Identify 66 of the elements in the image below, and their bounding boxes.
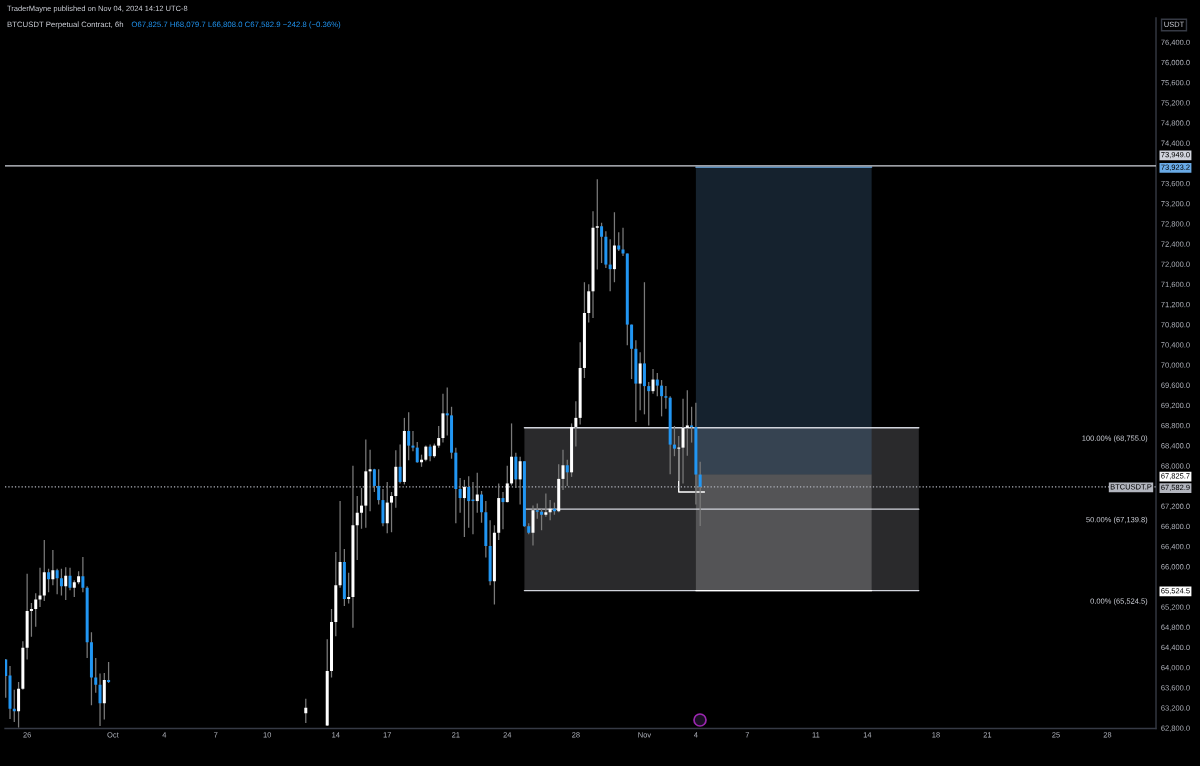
candlestick bbox=[458, 477, 462, 514]
candlestick bbox=[565, 459, 569, 487]
candlestick bbox=[51, 549, 55, 586]
candlestick bbox=[64, 566, 68, 601]
candlestick bbox=[480, 490, 484, 524]
candlestick bbox=[355, 495, 359, 561]
candlestick bbox=[47, 568, 51, 593]
candlestick bbox=[107, 661, 111, 684]
candlestick bbox=[55, 568, 59, 595]
candlestick bbox=[612, 211, 616, 283]
candlestick bbox=[540, 508, 544, 531]
candlestick bbox=[38, 567, 42, 608]
candlestick bbox=[600, 222, 604, 264]
candlestick bbox=[368, 449, 372, 512]
candlestick bbox=[381, 488, 385, 527]
candlestick bbox=[17, 681, 21, 729]
candlestick bbox=[664, 385, 668, 410]
candlestick bbox=[587, 283, 591, 324]
candlestick bbox=[467, 475, 471, 529]
candlestick bbox=[655, 372, 659, 397]
candlestick bbox=[330, 608, 334, 679]
candlestick bbox=[642, 281, 646, 415]
candlestick bbox=[672, 425, 676, 457]
candlestick bbox=[98, 672, 102, 727]
candlestick bbox=[690, 406, 694, 444]
candlestick bbox=[338, 500, 342, 589]
candlestick bbox=[398, 443, 402, 485]
candlestick bbox=[595, 178, 599, 271]
candlestick bbox=[347, 572, 351, 605]
candlestick bbox=[698, 461, 702, 527]
candlestick bbox=[42, 539, 46, 602]
candlestick bbox=[561, 449, 565, 491]
candlestick bbox=[390, 491, 394, 533]
candlestick bbox=[621, 227, 625, 257]
candlestick bbox=[501, 491, 505, 530]
candlestick bbox=[475, 472, 479, 514]
candlestick bbox=[385, 481, 389, 534]
candlestick bbox=[68, 567, 72, 591]
candlestick bbox=[514, 452, 518, 489]
candlestick bbox=[81, 556, 85, 593]
candlestick bbox=[518, 456, 522, 506]
candlestick bbox=[505, 465, 509, 504]
candlestick bbox=[647, 381, 651, 427]
candlestick bbox=[681, 398, 685, 485]
candlestick bbox=[59, 568, 63, 597]
candlestick bbox=[437, 425, 441, 449]
candlestick bbox=[651, 368, 655, 395]
candlestick bbox=[411, 430, 415, 452]
candlestick bbox=[102, 672, 106, 721]
candlestick bbox=[407, 411, 411, 461]
candlestick bbox=[34, 592, 38, 628]
candlestick bbox=[531, 504, 535, 547]
candlestick bbox=[617, 231, 621, 252]
candlestick bbox=[685, 389, 689, 457]
candlestick bbox=[5, 658, 8, 699]
candlestick bbox=[94, 657, 98, 694]
candlestick bbox=[445, 386, 449, 437]
candlestick bbox=[29, 602, 33, 638]
candlestick bbox=[574, 400, 578, 448]
candlestick bbox=[415, 441, 419, 464]
candlestick bbox=[660, 379, 664, 417]
candlestick bbox=[377, 468, 381, 506]
candlestick bbox=[544, 492, 548, 518]
candlestick bbox=[638, 351, 642, 411]
candlestick bbox=[462, 479, 466, 538]
candlestick bbox=[360, 487, 364, 530]
